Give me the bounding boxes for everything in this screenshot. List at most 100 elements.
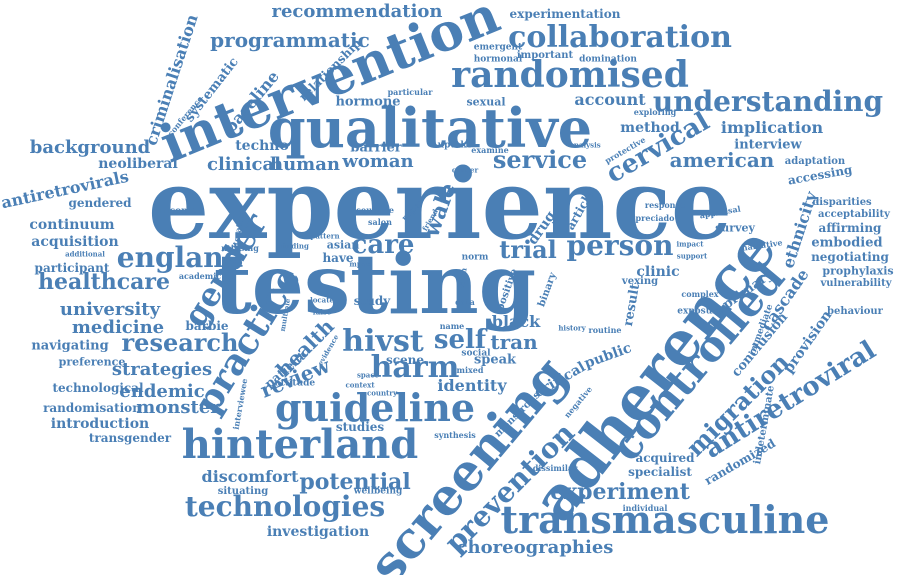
word: study bbox=[353, 294, 391, 308]
word: guideline bbox=[274, 385, 476, 430]
word: mixed bbox=[456, 365, 484, 375]
word: gendered bbox=[68, 196, 132, 210]
word: impact bbox=[676, 239, 704, 249]
word: tran bbox=[490, 330, 538, 354]
word: have bbox=[322, 251, 354, 265]
word: social bbox=[461, 348, 491, 359]
word: acquired bbox=[635, 451, 695, 465]
word: exposure bbox=[677, 306, 723, 317]
word: service bbox=[492, 145, 588, 174]
word: speak bbox=[473, 352, 517, 368]
word: exploring bbox=[633, 107, 677, 117]
word: sexual bbox=[466, 95, 506, 109]
word: transgender bbox=[88, 431, 172, 445]
word: university bbox=[59, 299, 161, 320]
word: clinic bbox=[636, 264, 680, 280]
word: potential bbox=[299, 469, 411, 495]
word: randomisation bbox=[43, 401, 141, 415]
word: norm bbox=[461, 252, 489, 263]
word: techno bbox=[235, 138, 289, 154]
word: investigation bbox=[266, 524, 370, 540]
word: harm bbox=[370, 350, 460, 385]
word: context bbox=[345, 380, 375, 390]
word: navigating bbox=[31, 338, 109, 354]
word: trial bbox=[499, 235, 557, 264]
word: identity bbox=[437, 376, 507, 395]
word: prophylaxis bbox=[822, 264, 894, 278]
word: interview bbox=[734, 137, 802, 153]
word: result bbox=[620, 282, 644, 328]
word: synthesis bbox=[434, 430, 476, 440]
word: salon bbox=[368, 217, 392, 227]
word: research bbox=[121, 328, 239, 357]
word: acquisition bbox=[31, 234, 119, 250]
word: vexing bbox=[621, 276, 659, 287]
word: specialist bbox=[628, 465, 692, 479]
word: person bbox=[566, 229, 674, 262]
word: vulnerability bbox=[820, 278, 892, 289]
word: testing bbox=[213, 237, 537, 333]
word: monster bbox=[136, 397, 220, 418]
word: choreographies bbox=[456, 537, 614, 558]
word: support bbox=[676, 251, 708, 261]
word: mpox bbox=[349, 259, 371, 269]
word: situating bbox=[217, 486, 269, 497]
word: locate bbox=[310, 295, 334, 305]
word: particular bbox=[387, 87, 433, 97]
word: collaboration bbox=[508, 20, 732, 55]
word: recommendation bbox=[271, 1, 443, 22]
word: history bbox=[558, 323, 586, 333]
word: examine bbox=[471, 145, 509, 155]
word: cancer bbox=[451, 165, 479, 175]
word: experimentation bbox=[509, 7, 621, 21]
word: experience bbox=[148, 148, 732, 261]
word: income bbox=[159, 206, 197, 217]
word: disparities bbox=[812, 197, 872, 208]
word: hivst bbox=[342, 324, 424, 359]
word: technological bbox=[52, 381, 144, 395]
word: survey bbox=[715, 221, 755, 235]
word: uptake bbox=[437, 140, 473, 151]
word: endemic bbox=[119, 381, 205, 402]
word: data bbox=[455, 297, 475, 307]
word: human bbox=[270, 154, 340, 175]
word: response bbox=[644, 200, 686, 210]
word: strategies bbox=[111, 359, 213, 380]
word: analysis bbox=[569, 140, 601, 150]
word: preference bbox=[58, 355, 126, 369]
word: hinterland bbox=[181, 421, 419, 468]
word: medicine bbox=[71, 317, 165, 338]
word: neoliberal bbox=[98, 156, 178, 172]
word: false bbox=[312, 307, 332, 317]
word: scene bbox=[385, 353, 425, 367]
word: wellbeing bbox=[353, 486, 403, 497]
word: self bbox=[433, 325, 487, 355]
word: emergent bbox=[473, 42, 523, 53]
word: barbie bbox=[185, 319, 229, 333]
word: participant bbox=[34, 261, 110, 275]
word: american bbox=[669, 148, 775, 172]
word: discomfort bbox=[201, 467, 299, 486]
word: dissimilar bbox=[532, 463, 578, 473]
word: name bbox=[439, 321, 465, 331]
word: individual bbox=[622, 503, 668, 513]
word: routine bbox=[588, 325, 622, 335]
word: introduction bbox=[50, 416, 150, 432]
word: randomised bbox=[451, 54, 689, 96]
word: academic bbox=[178, 271, 222, 281]
word: qualitative bbox=[267, 96, 593, 160]
word: additional bbox=[65, 249, 105, 259]
word: affirming bbox=[818, 221, 882, 235]
word: healthcare bbox=[38, 269, 170, 295]
word: background bbox=[29, 137, 151, 158]
word: england bbox=[116, 241, 244, 274]
word: continuum bbox=[29, 217, 115, 233]
word: countrie bbox=[356, 205, 394, 215]
word: attitude bbox=[274, 378, 316, 389]
word: acceptability bbox=[818, 209, 890, 220]
word: asian bbox=[326, 238, 360, 252]
word: method bbox=[620, 120, 680, 136]
word: understanding bbox=[652, 85, 884, 118]
word: utilising bbox=[221, 243, 259, 253]
